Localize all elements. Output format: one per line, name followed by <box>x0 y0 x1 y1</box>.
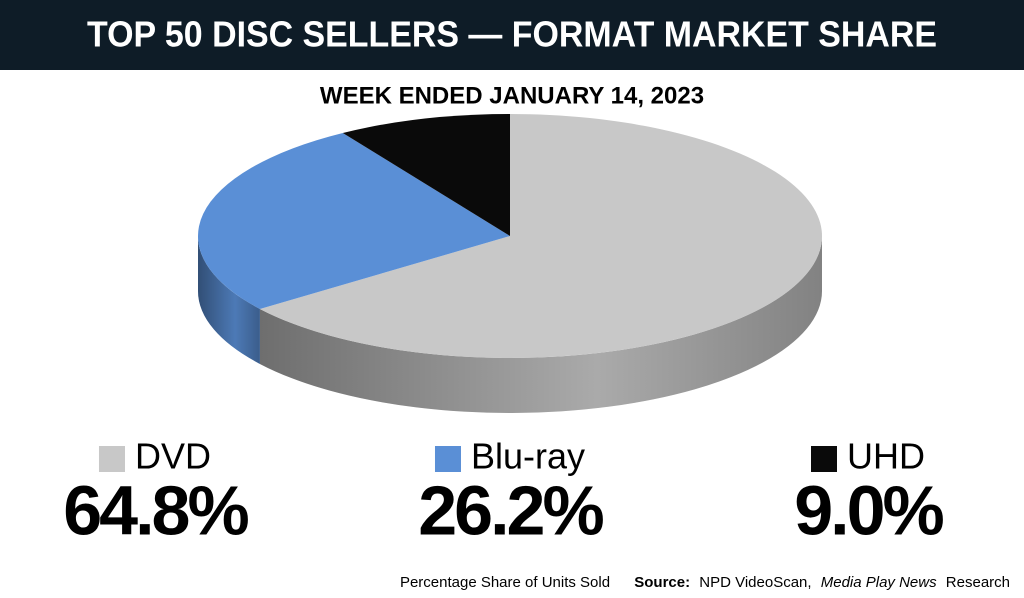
slice <box>259 114 823 358</box>
slice <box>198 132 510 309</box>
source-text: NPD VideoScan, <box>699 574 811 591</box>
legend-label: Blu-ray <box>471 436 585 477</box>
source-suffix: Research <box>946 574 1010 591</box>
value-label: 64.8% <box>63 471 248 549</box>
value-label: 9.0% <box>794 471 943 549</box>
value-label: 26.2% <box>418 471 603 549</box>
footer-note: Percentage Share of Units Sold <box>400 574 610 591</box>
footer: Percentage Share of Units Sold Source: N… <box>400 574 1010 591</box>
slice-side-shade <box>259 236 822 413</box>
header-bar <box>0 0 1024 70</box>
legend-label: DVD <box>135 436 211 477</box>
legend-swatch <box>434 446 461 472</box>
chart-title: TOP 50 DISC SELLERS — FORMAT MARKET SHAR… <box>87 14 937 55</box>
legend-label: UHD <box>847 436 925 477</box>
source-publication: Media Play News <box>821 574 937 591</box>
slice-side-shade <box>198 236 260 364</box>
slice <box>342 114 510 236</box>
pie <box>198 114 823 413</box>
chart-subtitle: WEEK ENDED JANUARY 14, 2023 <box>320 82 704 109</box>
legend-swatch <box>811 446 837 472</box>
legend-swatch <box>98 446 125 472</box>
source-label: Source: <box>634 574 690 591</box>
